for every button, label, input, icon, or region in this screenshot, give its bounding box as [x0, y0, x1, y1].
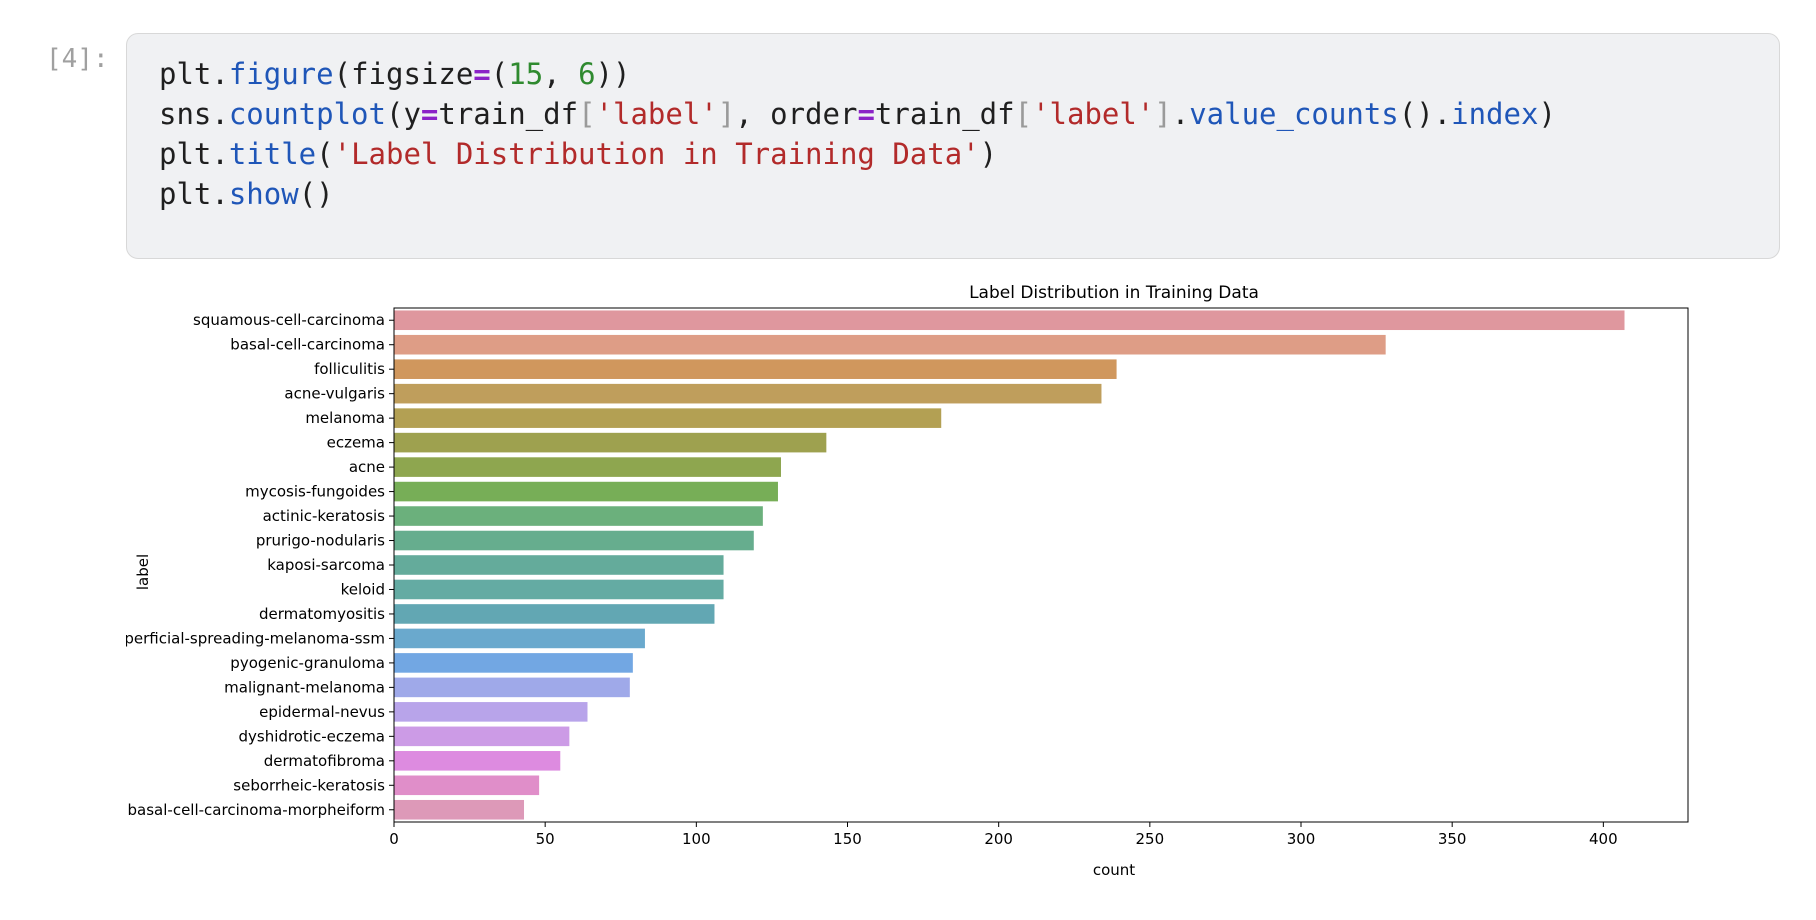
code-token: train_df	[874, 97, 1015, 131]
bar-acne-vulgaris	[394, 383, 1102, 404]
code-token: index	[1451, 97, 1539, 131]
code-token: title	[228, 137, 317, 171]
y-tick-label: seborrheic-keratosis	[233, 776, 385, 794]
y-tick-label: actinic-keratosis	[263, 507, 386, 525]
code-token: ,	[543, 57, 579, 91]
code-token: , order	[735, 97, 858, 131]
code-token: (figsize	[333, 57, 474, 91]
x-tick-label: 0	[389, 830, 399, 848]
y-ticks-layer: squamous-cell-carcinoma basal-cell-carcin…	[107, 311, 394, 819]
y-tick-label: pyogenic-granuloma	[230, 654, 385, 672]
x-tick-label: 350	[1438, 830, 1467, 848]
y-axis-label: label	[134, 554, 152, 590]
code-token: train_df	[438, 97, 579, 131]
code-token: (	[490, 57, 509, 91]
code-token: [	[578, 97, 596, 131]
bar-basal-cell-carcinoma	[394, 334, 1386, 355]
code-token: ().	[1398, 97, 1452, 131]
y-tick-label: basal-cell-carcinoma	[230, 336, 385, 354]
code-token: 'label'	[595, 97, 718, 131]
bar-melanoma	[394, 408, 942, 428]
bar-folliculitis	[394, 359, 1117, 379]
chart-title: Label Distribution in Training Data	[969, 283, 1259, 303]
code-token: ]	[1154, 97, 1172, 131]
code-token: [	[1014, 97, 1033, 131]
code-token: plt.	[159, 137, 229, 171]
x-tick-label: 200	[984, 830, 1013, 848]
bar-dyshidrotic-eczema	[394, 726, 570, 747]
bar-dermatomyositis	[394, 604, 715, 624]
code-token: .	[1171, 97, 1190, 131]
x-tick-label: 250	[1136, 830, 1165, 848]
y-tick-label: prurigo-nodularis	[256, 532, 385, 550]
bar-prurigo-nodularis	[394, 530, 754, 551]
x-tick-label: 100	[682, 830, 711, 848]
code-token: 'label'	[1032, 97, 1155, 131]
code-token: ]	[717, 97, 736, 131]
bar-malignant-melanoma	[394, 677, 630, 698]
chart-output: Label Distribution in Training Data coun…	[107, 272, 1786, 892]
y-tick-label: acne	[349, 458, 385, 476]
y-tick-label: superficial-spreading-melanoma-ssm	[126, 629, 385, 647]
cell-prompt: [4]:	[46, 44, 109, 74]
y-tick-label: folliculitis	[314, 360, 385, 378]
code-token: (y	[385, 97, 421, 131]
code-token: plt.	[159, 57, 229, 91]
code-editor[interactable]: plt.figure(figsize=(15, 6)) sns.countplo…	[159, 54, 1556, 214]
bar-dermatofibroma	[394, 751, 561, 771]
y-tick-label: mycosis-fungoides	[245, 483, 385, 501]
code-token: figure	[228, 57, 334, 91]
code-token: )	[979, 137, 998, 171]
bar-seborrheic-keratosis	[394, 775, 540, 796]
code-token: )	[1538, 97, 1556, 131]
y-tick-label: basal-cell-carcinoma-morpheiform	[128, 801, 385, 819]
y-tick-label: keloid	[341, 580, 385, 598]
y-tick-label: dermatofibroma	[264, 752, 385, 770]
bar-mycosis-fungoides	[394, 481, 778, 502]
bars-layer	[394, 310, 1625, 820]
bar-squamous-cell-carcinoma	[394, 310, 1625, 331]
code-token: =	[857, 97, 875, 131]
code-token: plt.	[159, 177, 229, 211]
code-token: 'Label Distribution in Training Data'	[333, 137, 980, 171]
code-token: (	[316, 137, 334, 171]
bar-basal-cell-carcinoma-morpheiform	[394, 799, 525, 820]
y-tick-label: dyshidrotic-eczema	[238, 727, 385, 745]
code-token: sns.	[159, 97, 229, 131]
code-token: =	[420, 97, 439, 131]
code-token: ))	[595, 57, 631, 91]
bar-epidermal-nevus	[394, 702, 588, 722]
bar-kaposi-sarcoma	[394, 555, 724, 575]
x-ticks-layer: 0 50 100 150 200 250 300 350 400	[389, 822, 1618, 848]
y-tick-label: squamous-cell-carcinoma	[193, 311, 385, 329]
x-tick-label: 300	[1287, 830, 1316, 848]
bar-actinic-keratosis	[394, 506, 763, 526]
x-tick-label: 50	[536, 830, 555, 848]
code-token: show	[228, 177, 299, 211]
y-tick-label: eczema	[327, 434, 385, 452]
bar-pyogenic-granuloma	[394, 653, 633, 673]
bar-keloid	[394, 579, 724, 600]
code-token: countplot	[228, 97, 386, 131]
plot-frame	[393, 307, 1689, 823]
bar-chart: Label Distribution in Training Data coun…	[107, 283, 1689, 879]
y-tick-label: acne-vulgaris	[284, 385, 385, 403]
y-tick-label: dermatomyositis	[259, 605, 385, 623]
code-token: =	[473, 57, 491, 91]
code-token: ()	[298, 177, 334, 211]
y-tick-label: kaposi-sarcoma	[267, 556, 385, 574]
bar-acne	[394, 457, 781, 477]
bar-eczema	[394, 432, 827, 453]
x-tick-label: 400	[1589, 830, 1618, 848]
x-axis-label: count	[1093, 861, 1135, 879]
x-tick-label: 150	[833, 830, 862, 848]
code-cell[interactable]: plt.figure(figsize=(15, 6)) sns.countplo…	[126, 33, 1780, 259]
y-tick-label: malignant-melanoma	[224, 678, 385, 696]
y-tick-label: epidermal-nevus	[259, 703, 385, 721]
code-token: 6	[578, 57, 596, 91]
bar-superficial-spreading-melanoma-ssm	[394, 628, 645, 649]
code-token: 15	[508, 57, 544, 91]
code-token: value_counts	[1189, 97, 1399, 131]
y-tick-label: melanoma	[305, 409, 385, 427]
